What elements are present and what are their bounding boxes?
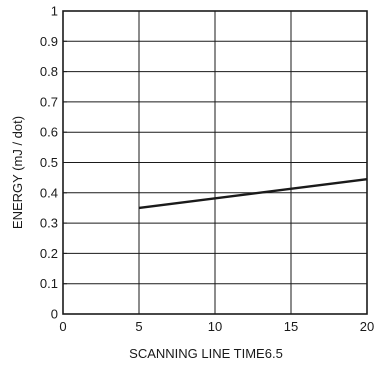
y-tick-label: 1 [51, 4, 58, 19]
y-tick-label: 0.2 [40, 246, 58, 261]
y-tick-label: 0.7 [40, 94, 58, 109]
y-axis-ticks: 0 0.1 0.2 0.3 0.4 0.5 0.6 0.7 0.8 0.9 1 [40, 4, 67, 322]
y-tick-label: 0.4 [40, 185, 58, 200]
x-tick-label: 10 [208, 319, 222, 334]
x-tick-label: 5 [135, 319, 142, 334]
x-tick-label: 20 [360, 319, 374, 334]
y-tick-label: 0.9 [40, 34, 58, 49]
series-layer [138, 177, 368, 210]
grid [63, 11, 367, 314]
x-axis-title: SCANNING LINE TIME6.5 [129, 346, 283, 361]
y-tick-label: 0 [51, 307, 58, 322]
y-tick-label: 0.3 [40, 216, 58, 231]
x-axis-ticks: 0 5 10 15 20 [59, 310, 374, 334]
series-line [138, 177, 368, 210]
y-tick-label: 0.6 [40, 125, 58, 140]
x-tick-label: 15 [284, 319, 298, 334]
y-axis-title: ENERGY (mJ / dot) [10, 116, 25, 229]
y-tick-label: 0.5 [40, 155, 58, 170]
y-tick-label: 0.1 [40, 276, 58, 291]
x-tick-label: 0 [59, 319, 66, 334]
y-tick-label: 0.8 [40, 64, 58, 79]
